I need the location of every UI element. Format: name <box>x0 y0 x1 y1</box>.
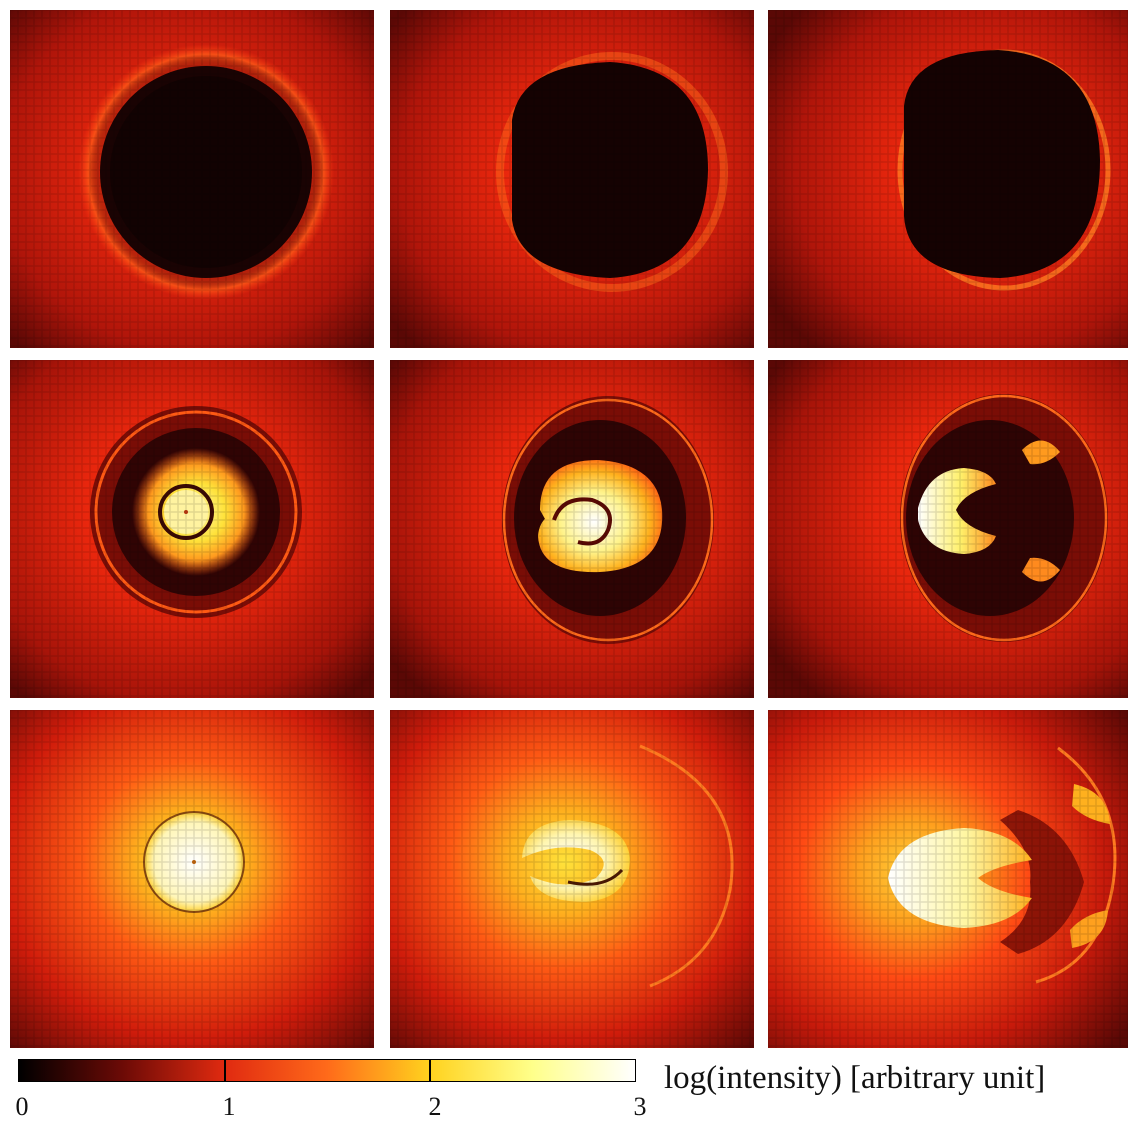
colorbar-tick-0: 0 <box>15 1092 29 1121</box>
colorbar-divider-1 <box>223 1060 226 1081</box>
panel-r1-c1 <box>10 10 374 348</box>
colorbar-label: log(intensity) [arbitrary unit] <box>664 1060 1046 1096</box>
colorbar-tick-2: 2 <box>428 1092 442 1121</box>
panel-r2-c3 <box>768 360 1128 698</box>
panel-r3-c1 <box>10 710 374 1048</box>
colorbar-section: 0 1 2 3 log(intensity) [arbitrary unit] <box>0 1048 1128 1127</box>
colorbar-tick-1: 1 <box>222 1092 236 1121</box>
panel-r2-c2 <box>390 360 754 698</box>
colorbar-tick-3: 3 <box>633 1092 647 1121</box>
panel-r1-c3 <box>768 10 1128 348</box>
panel-r3-c2 <box>390 710 754 1048</box>
colorbar <box>18 1059 636 1082</box>
panel-r2-c1 <box>10 360 374 698</box>
panel-r1-c2 <box>390 10 754 348</box>
colorbar-divider-2 <box>428 1060 431 1081</box>
panel-r3-c3 <box>768 710 1128 1048</box>
